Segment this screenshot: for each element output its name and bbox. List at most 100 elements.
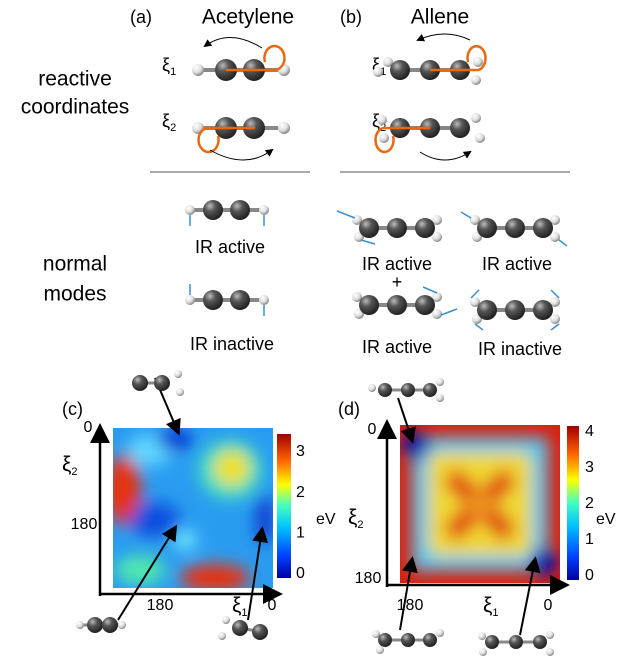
normal-mode-molecules-g-circle	[432, 232, 442, 242]
normal-mode-molecules-g-line	[474, 323, 484, 331]
normal-mode-molecules-g-circle	[550, 215, 560, 225]
inset-molecules-circle	[401, 633, 415, 647]
colorbar-tick-label: 4	[585, 423, 594, 440]
inset-molecules-circle	[252, 624, 268, 640]
reactive-molecules-circle	[473, 57, 483, 67]
axes-d-text: 180	[355, 570, 382, 587]
mode-labels: IR active IR inactive IR active + IR act…	[190, 237, 562, 359]
normal-mode-molecules-g-circle	[387, 295, 407, 315]
inset-molecules-circle	[436, 394, 444, 402]
axes-c-text-tspan: ξ	[232, 594, 241, 617]
inset-molecules-circle	[232, 620, 248, 636]
reactive-molecules-path	[430, 44, 487, 72]
reactive-molecules-circle	[471, 75, 481, 85]
inset-molecules-circle	[118, 621, 126, 629]
headers-text: coordinates	[21, 96, 130, 119]
axes-c-text: 0	[84, 419, 93, 436]
reactive-molecules-circle	[475, 133, 485, 143]
coordinate-labels-text: ξ1	[372, 55, 386, 78]
inset-molecules-circle	[372, 630, 380, 638]
mode-labels-text: IR active	[362, 254, 432, 274]
inset-molecules-circle	[376, 646, 384, 654]
reactive-molecules-path	[419, 150, 472, 161]
inset-molecules-circle	[76, 621, 84, 629]
coordinate-labels-text: ξ1	[162, 55, 176, 78]
inset-molecules-circle	[546, 631, 554, 639]
mode-labels-text: IR inactive	[478, 339, 562, 359]
axes-c-text: (c)	[62, 399, 83, 419]
normal-mode-molecules-g	[460, 211, 568, 247]
heatmap-c-g-ellipse	[113, 455, 141, 525]
heatmap-c-g-ellipse	[157, 430, 193, 450]
colorbar-tick-label: 1	[585, 531, 594, 548]
inset-molecules-circle	[546, 648, 554, 656]
coordinate-labels-text-tspan: ξ	[372, 111, 380, 131]
axes-c-text: eV	[316, 511, 336, 528]
reactive-molecules-circle	[192, 64, 204, 76]
inset-molecules-circle	[423, 383, 437, 397]
reactive-molecules-path	[416, 33, 471, 42]
coordinate-labels-text-tspan: 2	[170, 122, 176, 134]
axes-d-text: 0	[544, 597, 553, 614]
normal-mode-molecules-g-circle	[505, 300, 525, 320]
colorbar-c	[277, 434, 291, 578]
reactive-molecules-circle	[278, 64, 290, 76]
normal-mode-molecules-g-line	[550, 289, 560, 299]
coordinate-labels-text-tspan: ξ	[162, 55, 170, 75]
normal-mode-molecules-g-circle	[533, 300, 553, 320]
normal-mode-molecules-circle	[185, 205, 195, 215]
normal-mode-molecules-g	[470, 289, 560, 331]
inset-molecules-circle	[132, 375, 148, 391]
normal-mode-molecules-circle	[203, 290, 223, 310]
inset-molecules-circle	[423, 633, 437, 647]
inset-molecules-circle	[154, 375, 170, 391]
coordinate-labels-text-tspan: 1	[380, 66, 386, 78]
headers-text: reactive	[38, 68, 112, 91]
normal-mode-molecules-g-line	[440, 308, 458, 316]
inset-molecules-circle	[401, 383, 415, 397]
axes-c-text: ξ2	[62, 453, 78, 478]
inset-molecules-circle	[478, 632, 486, 640]
normal-mode-molecules-g-circle	[533, 218, 553, 238]
inset-molecules-circle	[436, 378, 444, 386]
reactive-molecules-circle	[373, 67, 383, 77]
reactive-molecules-circle	[278, 122, 290, 134]
heatmap-c-g-ellipse	[214, 450, 250, 486]
normal-mode-molecules-circle	[259, 205, 269, 215]
inset-molecules-circle	[174, 370, 182, 378]
axes-c-line	[117, 524, 178, 621]
axes-d-text-tspan: ξ	[348, 506, 357, 529]
axes-d-text-tspan: 2	[357, 519, 363, 531]
normal-mode-molecules-g	[336, 210, 442, 245]
normal-mode-molecules-g-circle	[432, 309, 442, 319]
normal-mode-molecules-g-circle	[352, 292, 362, 302]
heatmap-d-g	[402, 431, 558, 576]
reactive-molecules-circle	[377, 115, 387, 125]
normal-mode-molecules-circle	[203, 200, 223, 220]
axes-d-text: eV	[596, 511, 616, 528]
axes-d-line	[399, 556, 418, 631]
coordinate-labels-text-tspan: ξ	[372, 55, 380, 75]
normal-mode-molecules-g-circle	[470, 297, 480, 307]
heatmap-d-g-ellipse	[402, 431, 430, 459]
coordinate-labels-text-tspan: 1	[170, 66, 176, 78]
reactive-molecules-circle	[383, 57, 393, 67]
axes-d-line	[519, 556, 541, 636]
mode-labels-text: IR active	[482, 254, 552, 274]
normal-mode-molecules-g-circle	[359, 295, 379, 315]
normal-mode-molecules-g-circle	[477, 300, 497, 320]
normal-mode-molecules-g-circle	[387, 218, 407, 238]
axes-c-line	[247, 526, 269, 621]
axes-d: (d) 0 ξ2 180 180 ξ1 0 eV	[338, 397, 616, 636]
normal-mode-molecules-g-circle	[432, 292, 442, 302]
normal-mode-molecules-g-line	[550, 323, 560, 331]
axes-c-text: 0	[268, 597, 277, 614]
normal-mode-molecules-g-line	[460, 211, 472, 219]
colorbar-c-ticks: 0 1 2 3	[296, 443, 305, 582]
colorbar-tick-label: 2	[296, 484, 305, 501]
axes-c-text: 180	[147, 597, 174, 614]
coordinate-labels-text: ξ2	[162, 111, 176, 134]
reactive-molecules-path	[374, 126, 430, 154]
normal-mode-molecules-g-circle	[550, 297, 560, 307]
